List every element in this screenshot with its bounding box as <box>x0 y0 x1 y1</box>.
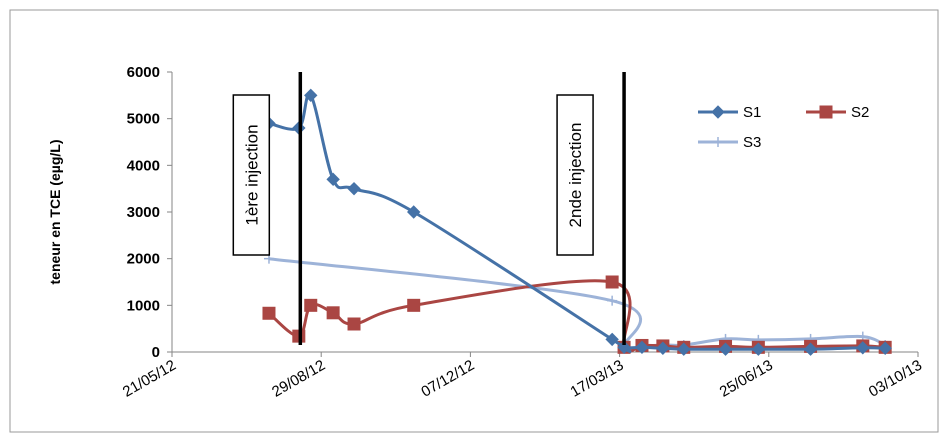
legend-marker-s1 <box>711 105 725 119</box>
data-point-s1 <box>635 340 649 355</box>
y-axis-title: teneur en TCE (eµg/L) <box>47 140 63 285</box>
legend-marker-s2 <box>819 105 833 119</box>
data-point-s2 <box>326 306 340 320</box>
legend: S1 S2 S3 <box>698 104 869 151</box>
y-tick-label: 0 <box>152 344 160 361</box>
legend-label: S3 <box>743 134 761 151</box>
y-tick-label: 3000 <box>127 204 160 221</box>
legend-item-s1: S1 <box>698 104 761 121</box>
data-point-s1 <box>347 181 361 196</box>
data-point-s2 <box>347 317 361 331</box>
data-point-s1 <box>656 341 670 355</box>
data-point-s2 <box>262 306 276 320</box>
data-point-s1 <box>803 342 818 356</box>
injection-label: 2nde injection <box>566 123 585 228</box>
y-tick-label: 6000 <box>127 64 160 81</box>
data-point-s1 <box>878 341 892 355</box>
data-point-s1 <box>718 342 733 356</box>
annotation-layer: 1ère injection 2nde injection <box>232 72 626 345</box>
data-point-s3 <box>607 295 618 306</box>
legend-label: S1 <box>743 104 761 121</box>
injection-label-box <box>232 94 271 256</box>
data-point-s1 <box>856 341 870 355</box>
data-point-s1 <box>677 342 691 356</box>
y-tick-label: 4000 <box>127 157 160 174</box>
legend-marker-s3 <box>713 137 723 147</box>
chart-frame <box>9 9 939 433</box>
legend-item-s2: S2 <box>806 104 869 121</box>
data-point-s2 <box>304 298 318 312</box>
data-point-s1 <box>304 88 318 103</box>
data-point-s2 <box>605 275 619 289</box>
y-axis-ticks: 0 1000 2000 3000 4000 5000 6000 <box>127 64 172 361</box>
y-tick-label: 5000 <box>127 111 160 128</box>
injection-label: 1ère injection <box>242 124 261 225</box>
data-point-s1 <box>406 205 421 219</box>
data-point-s1 <box>605 332 619 347</box>
y-tick-label: 1000 <box>127 297 160 314</box>
legend-item-s3: S3 <box>698 134 761 151</box>
data-point-s1 <box>617 340 631 355</box>
data-point-s1 <box>751 342 766 356</box>
y-tick-label: 2000 <box>127 251 160 268</box>
data-point-s1 <box>326 172 340 187</box>
legend-label: S2 <box>851 104 869 121</box>
data-point-s2 <box>407 298 421 312</box>
injection-label-box <box>556 94 594 256</box>
